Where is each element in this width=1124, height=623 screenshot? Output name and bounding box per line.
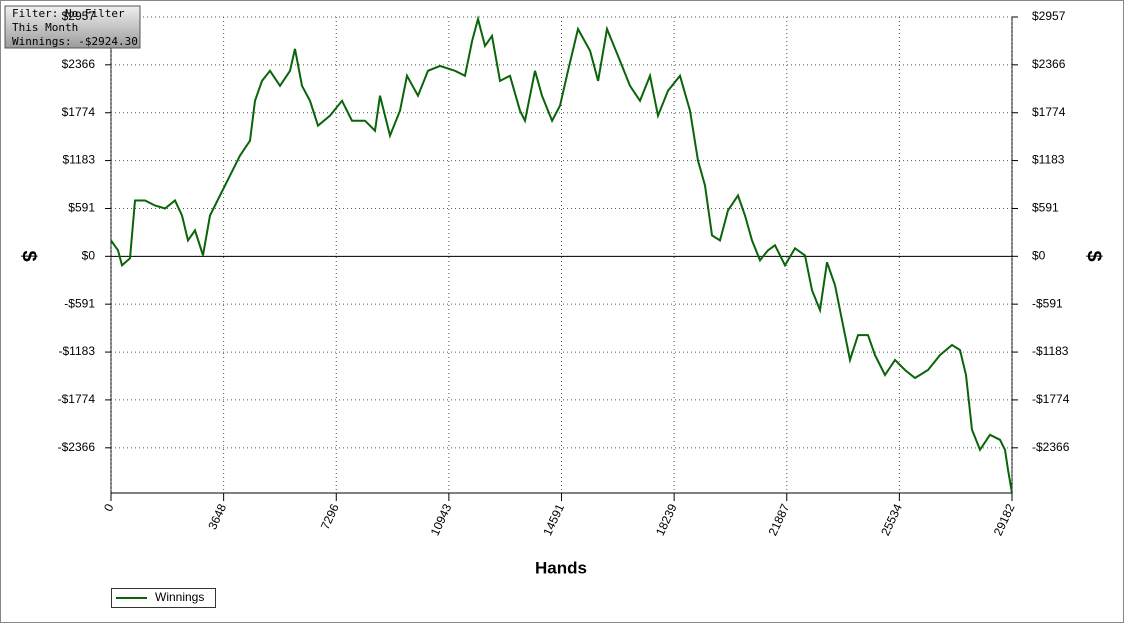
- legend-label: Winnings: [155, 590, 204, 604]
- period-text: This Month: [12, 21, 78, 34]
- winnings-text: Winnings: -$2924.30: [12, 35, 138, 48]
- y-tick-label: -$1183: [59, 344, 96, 358]
- y2-tick-label: $591: [1032, 201, 1059, 215]
- y2-tick-label: -$2366: [1032, 440, 1070, 454]
- y2-tick-label: $2366: [1032, 57, 1066, 71]
- y-tick-label: $1183: [63, 153, 96, 167]
- x-axis-label: Hands: [535, 558, 587, 577]
- y2-tick-label: -$1183: [1032, 344, 1069, 358]
- y-tick-label: $591: [68, 201, 95, 215]
- y2-tick-label: $0: [1032, 248, 1046, 262]
- y-tick-label: $0: [82, 248, 96, 262]
- filter-text: Filter: No Filter: [12, 7, 125, 20]
- y2-tick-label: $1183: [1032, 153, 1065, 167]
- y2-tick-label: -$1774: [1032, 392, 1070, 406]
- y2-tick-label: $1774: [1032, 105, 1066, 119]
- y-tick-label: $2957: [62, 9, 96, 23]
- y-tick-label: -$2366: [58, 440, 96, 454]
- y2-axis-label: $: [1083, 250, 1105, 261]
- y-tick-label: -$1774: [58, 392, 96, 406]
- y-tick-label: -$591: [64, 296, 95, 310]
- y2-tick-label: -$591: [1032, 296, 1063, 310]
- grid-layer: [105, 16, 1018, 501]
- y-tick-label: $1774: [62, 105, 96, 119]
- y-axis-label: $: [18, 250, 40, 261]
- legend-box: [111, 588, 216, 608]
- plot-layer: [110, 15, 1013, 494]
- y-tick-label: $2366: [62, 57, 96, 71]
- series-line: [110, 15, 1013, 494]
- y2-tick-label: $2957: [1032, 9, 1066, 23]
- filter-box: [4, 5, 141, 49]
